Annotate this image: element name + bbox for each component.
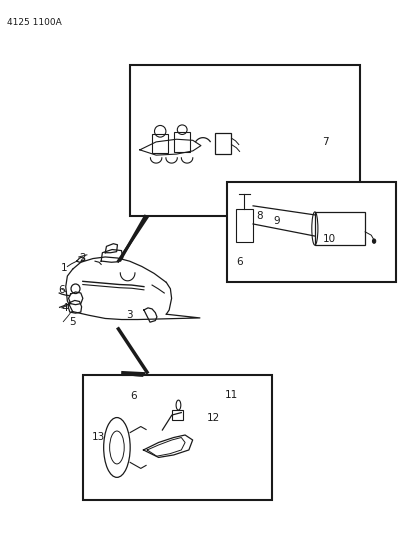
- Bar: [152, 134, 168, 152]
- Bar: [314, 212, 364, 245]
- Text: 6: 6: [130, 391, 137, 401]
- Text: 9: 9: [272, 216, 279, 227]
- Bar: [227, 182, 396, 282]
- Bar: [171, 410, 183, 420]
- Text: 5: 5: [69, 317, 76, 327]
- Text: 12: 12: [206, 413, 219, 423]
- Text: 10: 10: [322, 234, 335, 244]
- Text: 6: 6: [235, 257, 242, 267]
- Text: 7: 7: [321, 137, 328, 147]
- Text: 4125 1100A: 4125 1100A: [7, 18, 62, 27]
- Ellipse shape: [371, 239, 375, 243]
- Bar: [129, 65, 359, 216]
- Bar: [174, 132, 189, 152]
- Bar: [83, 375, 272, 500]
- Text: 6: 6: [58, 285, 65, 295]
- Text: 4: 4: [61, 303, 67, 313]
- Text: 11: 11: [224, 390, 238, 400]
- Bar: [235, 209, 252, 242]
- Text: 2: 2: [79, 253, 86, 263]
- Text: 1: 1: [61, 263, 67, 272]
- Text: 3: 3: [126, 310, 133, 320]
- Text: 13: 13: [92, 432, 105, 442]
- Text: 8: 8: [256, 211, 263, 221]
- Bar: [215, 133, 231, 154]
